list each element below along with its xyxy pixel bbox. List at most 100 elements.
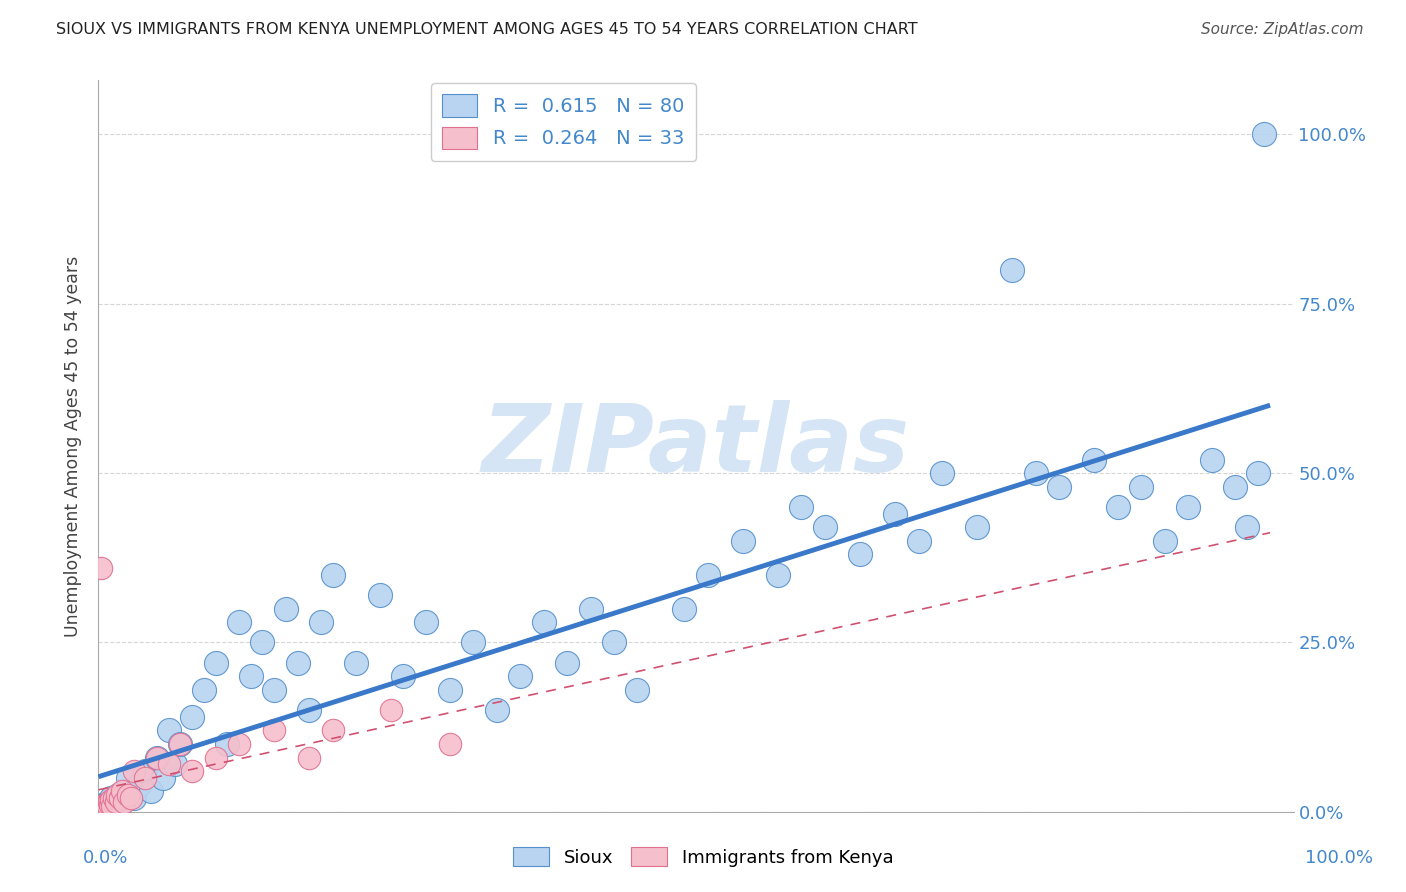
Legend: Sioux, Immigrants from Kenya: Sioux, Immigrants from Kenya: [506, 840, 900, 874]
Point: [100, 792, 122, 806]
Point: [239, 669, 262, 683]
Point: [111, 795, 134, 809]
Point: [146, 750, 169, 764]
Point: [1236, 520, 1258, 534]
Point: [134, 771, 156, 785]
Point: [309, 615, 332, 629]
Point: [100, 791, 122, 805]
Text: SIOUX VS IMMIGRANTS FROM KENYA UNEMPLOYMENT AMONG AGES 45 TO 54 YEARS CORRELATIO: SIOUX VS IMMIGRANTS FROM KENYA UNEMPLOYM…: [56, 22, 918, 37]
Point: [90, 799, 114, 814]
Point: [463, 635, 485, 649]
Point: [94, 797, 117, 811]
Point: [555, 656, 578, 670]
Point: [96, 802, 118, 816]
Point: [157, 757, 180, 772]
Point: [98, 795, 121, 809]
Point: [1223, 480, 1246, 494]
Point: [392, 669, 415, 683]
Point: [90, 561, 112, 575]
Text: 0.0%: 0.0%: [83, 849, 128, 867]
Point: [122, 764, 145, 778]
Point: [344, 656, 367, 670]
Point: [1107, 500, 1129, 514]
Point: [90, 799, 112, 814]
Point: [108, 797, 131, 811]
Point: [1201, 452, 1223, 467]
Point: [146, 750, 169, 764]
Point: [485, 703, 508, 717]
Point: [117, 771, 139, 785]
Point: [122, 791, 145, 805]
Point: [415, 615, 437, 629]
Point: [90, 803, 114, 817]
Point: [98, 797, 121, 812]
Point: [626, 682, 648, 697]
Point: [112, 795, 135, 809]
Point: [322, 723, 344, 738]
Point: [91, 801, 114, 815]
Point: [134, 764, 156, 778]
Point: [98, 797, 121, 812]
Text: 100.0%: 100.0%: [1305, 849, 1372, 867]
Point: [228, 737, 250, 751]
Point: [89, 801, 111, 815]
Point: [105, 788, 128, 802]
Point: [91, 797, 114, 812]
Point: [169, 737, 191, 751]
Point: [907, 533, 929, 548]
Point: [181, 710, 204, 724]
Point: [104, 797, 127, 812]
Point: [163, 757, 186, 772]
Point: [97, 799, 120, 814]
Point: [298, 750, 321, 764]
Point: [157, 723, 180, 738]
Legend: R =  0.615   N = 80, R =  0.264   N = 33: R = 0.615 N = 80, R = 0.264 N = 33: [430, 83, 696, 161]
Point: [107, 788, 129, 802]
Point: [217, 737, 239, 751]
Point: [98, 795, 121, 809]
Point: [1153, 533, 1175, 548]
Point: [141, 784, 163, 798]
Point: [105, 795, 128, 809]
Point: [97, 799, 120, 814]
Point: [766, 567, 789, 582]
Point: [1130, 480, 1153, 494]
Point: [169, 737, 191, 751]
Text: ZIPatlas: ZIPatlas: [482, 400, 910, 492]
Point: [128, 778, 150, 792]
Point: [101, 801, 124, 815]
Point: [322, 567, 344, 582]
Point: [1253, 128, 1275, 142]
Point: [96, 797, 118, 811]
Point: [181, 764, 204, 778]
Point: [101, 799, 124, 814]
Point: [1025, 466, 1047, 480]
Point: [89, 801, 111, 815]
Point: [287, 656, 309, 670]
Point: [790, 500, 813, 514]
Point: [814, 520, 837, 534]
Point: [884, 507, 907, 521]
Point: [93, 800, 115, 814]
Point: [111, 784, 134, 798]
Point: [193, 682, 215, 697]
Point: [204, 750, 226, 764]
Point: [105, 799, 128, 814]
Point: [533, 615, 555, 629]
Point: [93, 797, 115, 812]
Point: [731, 533, 754, 548]
Point: [1177, 500, 1199, 514]
Y-axis label: Unemployment Among Ages 45 to 54 years: Unemployment Among Ages 45 to 54 years: [65, 255, 83, 637]
Point: [509, 669, 531, 683]
Point: [439, 737, 461, 751]
Point: [103, 791, 125, 805]
Point: [1047, 480, 1070, 494]
Point: [696, 567, 718, 582]
Point: [204, 656, 226, 670]
Point: [228, 615, 250, 629]
Point: [108, 791, 131, 805]
Point: [263, 723, 285, 738]
Point: [110, 791, 132, 805]
Point: [380, 703, 402, 717]
Point: [673, 601, 696, 615]
